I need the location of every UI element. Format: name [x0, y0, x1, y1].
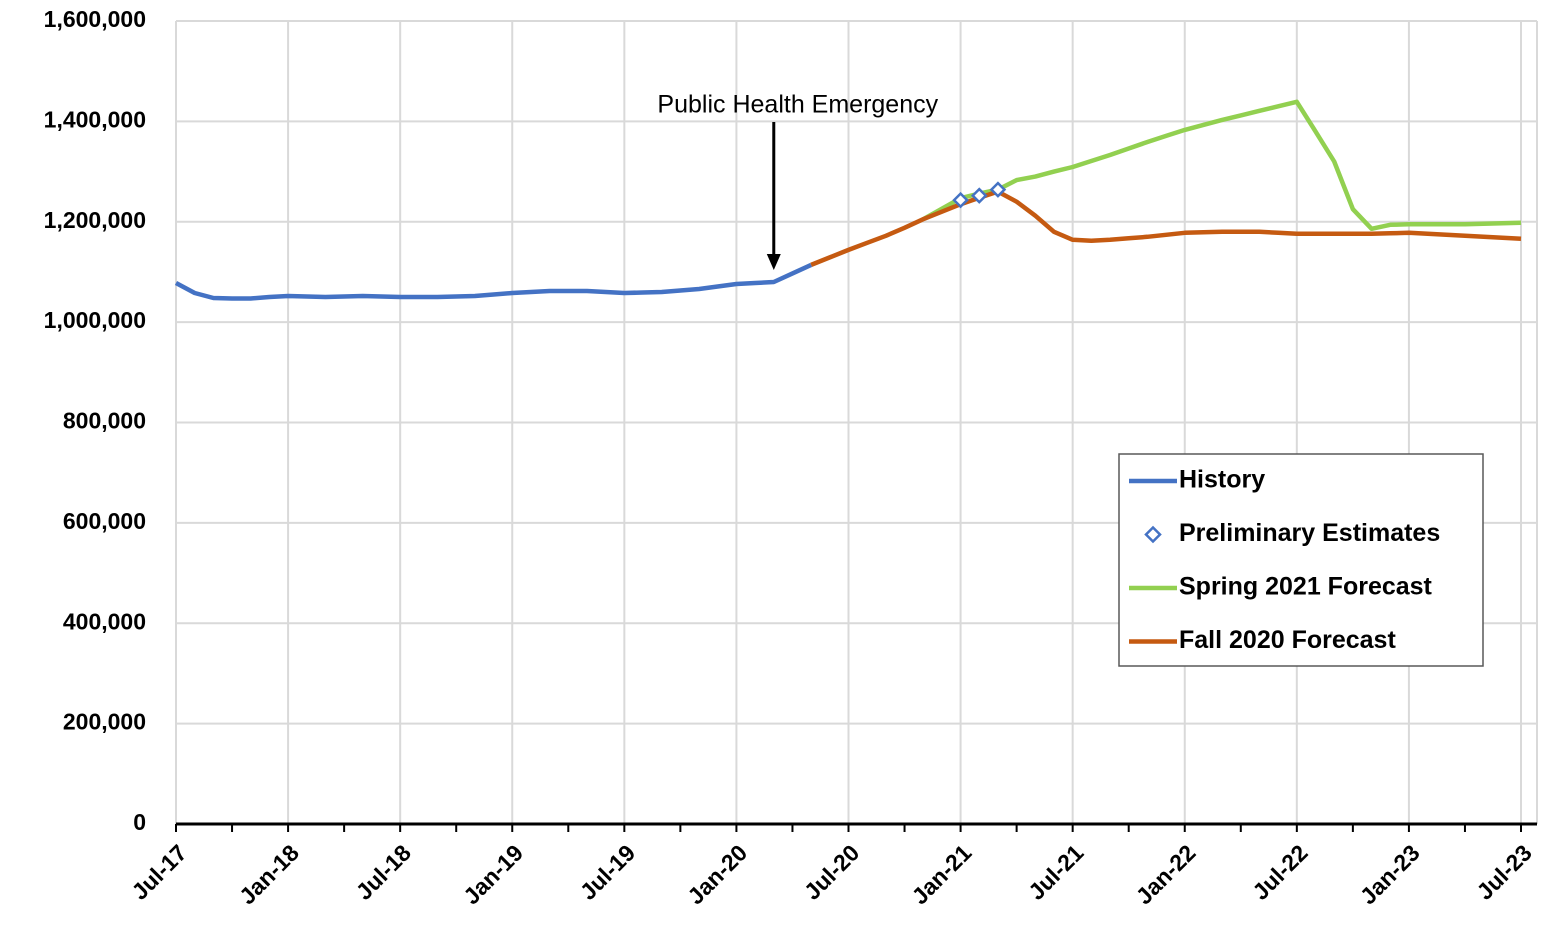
- x-tick-label: Jul-20: [799, 839, 864, 904]
- x-tick-label: Jan-19: [458, 839, 528, 909]
- x-tick-label: Jan-22: [1131, 839, 1201, 909]
- annotation-arrowhead: [766, 254, 781, 270]
- series-line: [922, 99, 1522, 232]
- x-tick-label: Jul-22: [1247, 839, 1312, 904]
- annotation: Public Health Emergency: [657, 91, 938, 119]
- x-tick-label: Jan-18: [234, 839, 304, 909]
- legend-label: Preliminary Estimates: [1179, 519, 1440, 547]
- y-tick-label: 600,000: [63, 508, 146, 534]
- data-point: [989, 181, 1007, 198]
- y-tick-label: 1,600,000: [44, 6, 146, 32]
- legend-box: [1118, 453, 1484, 667]
- x-tick-label: Jan-21: [907, 839, 977, 909]
- x-tick-label: Jul-17: [126, 839, 191, 904]
- series-line: [174, 262, 813, 301]
- y-tick-label: 400,000: [63, 608, 146, 634]
- y-tick-label: 200,000: [63, 709, 146, 735]
- x-tick-label: Jan-20: [682, 839, 752, 909]
- y-tick-label: 1,000,000: [44, 307, 146, 333]
- x-tick-label: Jul-23: [1471, 839, 1536, 904]
- y-tick-label: 0: [133, 809, 146, 835]
- y-tick-label: 800,000: [63, 408, 146, 434]
- legend-swatch: [1144, 525, 1162, 544]
- x-tick-label: Jul-21: [1023, 839, 1089, 905]
- legend-label: Fall 2020 Forecast: [1179, 626, 1396, 654]
- x-tick-label: Jul-19: [575, 839, 640, 904]
- x-tick-label: Jul-18: [351, 839, 417, 905]
- data-point: [952, 191, 969, 209]
- x-tick-label: Jan-23: [1355, 839, 1425, 909]
- y-tick-label: 1,400,000: [44, 106, 146, 132]
- legend-label: Spring 2021 Forecast: [1179, 573, 1433, 601]
- y-tick-label: 1,200,000: [44, 207, 146, 233]
- series-line: [810, 189, 1522, 267]
- legend-label: History: [1179, 466, 1265, 494]
- data-point: [970, 187, 988, 204]
